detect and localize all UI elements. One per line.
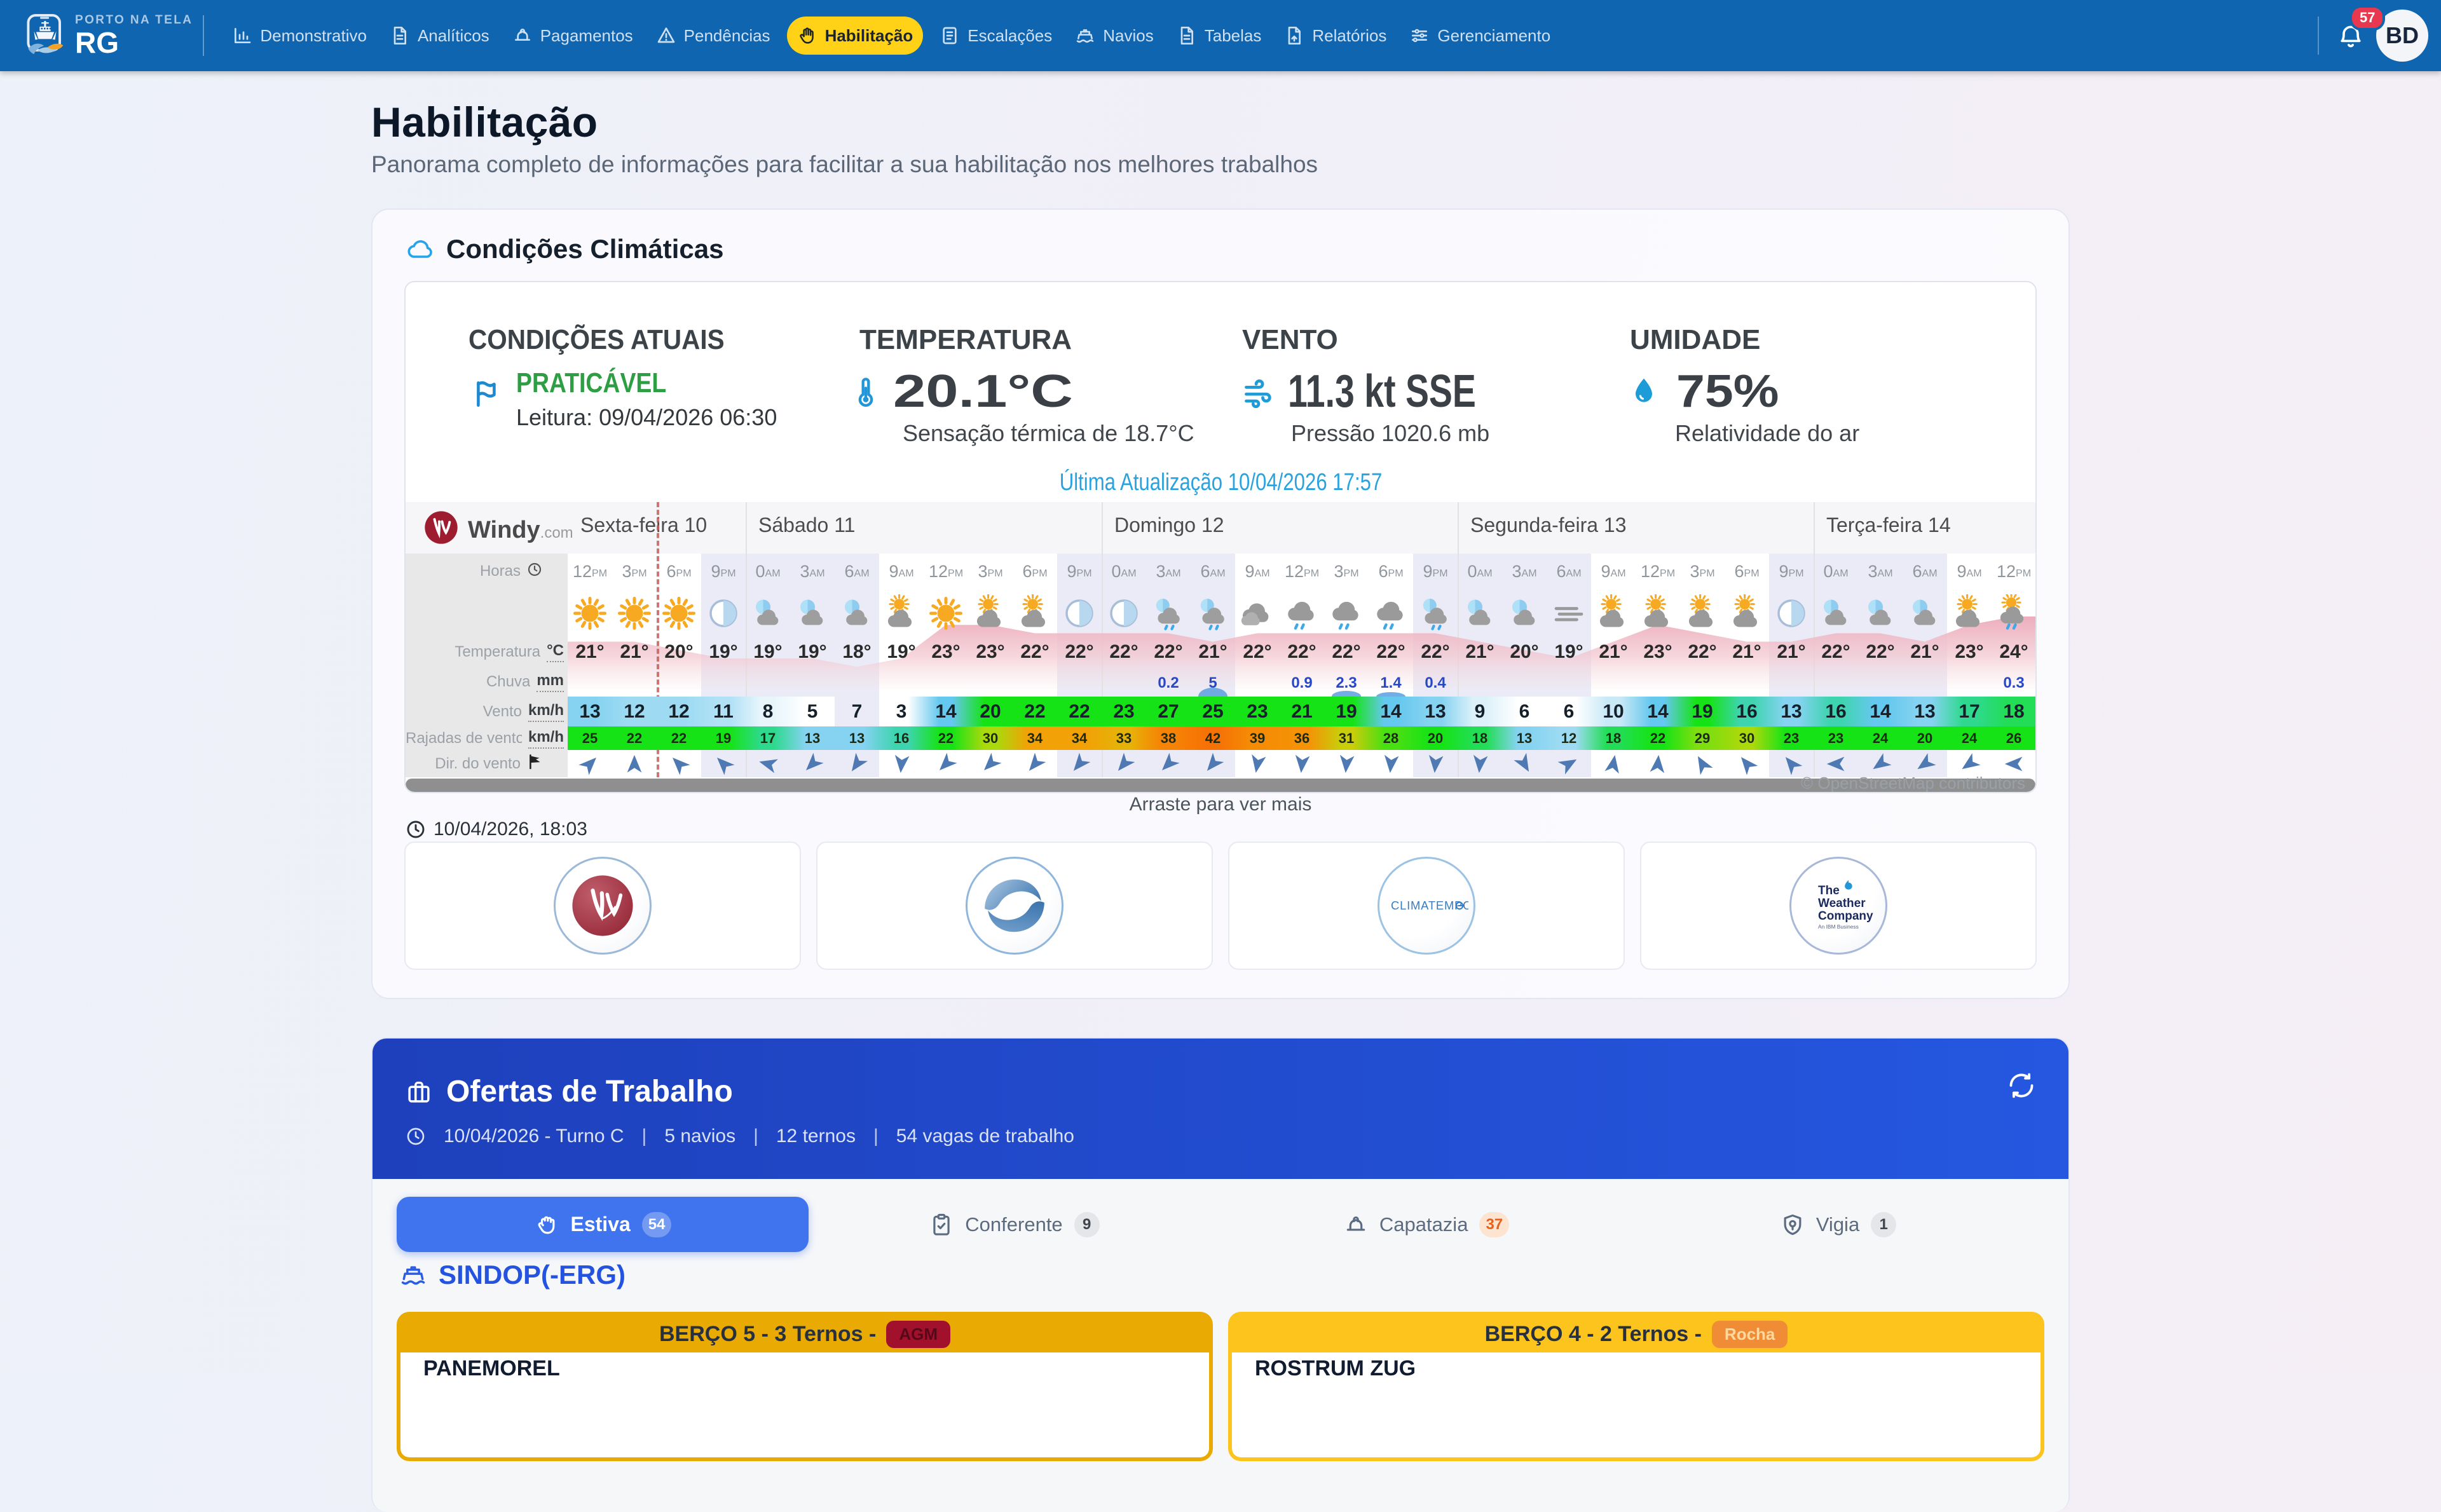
- svg-text:CLIMATEMPO: CLIMATEMPO: [1391, 899, 1468, 912]
- svg-text:Weather: Weather: [1818, 897, 1866, 910]
- svg-text:Company: Company: [1818, 909, 1873, 923]
- svg-text:The: The: [1818, 884, 1840, 897]
- svg-text:An IBM Business: An IBM Business: [1818, 923, 1859, 930]
